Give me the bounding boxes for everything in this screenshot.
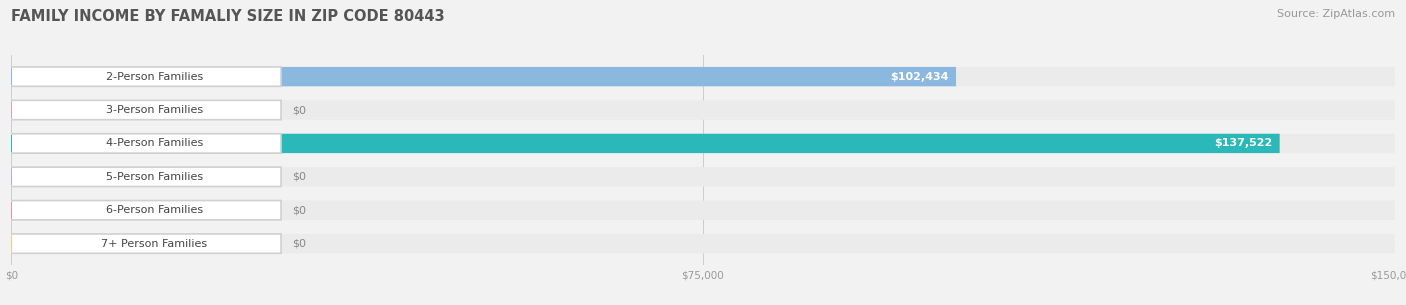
Text: $0: $0: [292, 172, 307, 182]
Text: 4-Person Families: 4-Person Families: [105, 138, 202, 149]
FancyBboxPatch shape: [11, 134, 1395, 153]
FancyBboxPatch shape: [11, 201, 177, 220]
FancyBboxPatch shape: [11, 234, 281, 253]
FancyBboxPatch shape: [11, 201, 281, 220]
FancyBboxPatch shape: [11, 167, 1395, 187]
FancyBboxPatch shape: [11, 67, 281, 86]
FancyBboxPatch shape: [11, 234, 177, 253]
Text: 2-Person Families: 2-Person Families: [105, 72, 202, 82]
FancyBboxPatch shape: [11, 67, 1395, 86]
Text: 7+ Person Families: 7+ Person Families: [101, 239, 207, 249]
Text: $102,434: $102,434: [890, 72, 949, 82]
FancyBboxPatch shape: [11, 100, 1395, 120]
FancyBboxPatch shape: [11, 167, 281, 187]
Text: FAMILY INCOME BY FAMALIY SIZE IN ZIP CODE 80443: FAMILY INCOME BY FAMALIY SIZE IN ZIP COD…: [11, 9, 444, 24]
Text: $137,522: $137,522: [1215, 138, 1272, 149]
Text: $0: $0: [292, 239, 307, 249]
FancyBboxPatch shape: [11, 67, 956, 86]
Text: Source: ZipAtlas.com: Source: ZipAtlas.com: [1277, 9, 1395, 19]
FancyBboxPatch shape: [11, 167, 177, 187]
Text: 3-Person Families: 3-Person Families: [105, 105, 202, 115]
FancyBboxPatch shape: [11, 100, 177, 120]
Text: 5-Person Families: 5-Person Families: [105, 172, 202, 182]
Text: $0: $0: [292, 105, 307, 115]
FancyBboxPatch shape: [11, 100, 281, 120]
Text: $0: $0: [292, 205, 307, 215]
FancyBboxPatch shape: [11, 134, 281, 153]
FancyBboxPatch shape: [11, 201, 1395, 220]
Text: 6-Person Families: 6-Person Families: [105, 205, 202, 215]
FancyBboxPatch shape: [11, 134, 1279, 153]
FancyBboxPatch shape: [11, 234, 1395, 253]
